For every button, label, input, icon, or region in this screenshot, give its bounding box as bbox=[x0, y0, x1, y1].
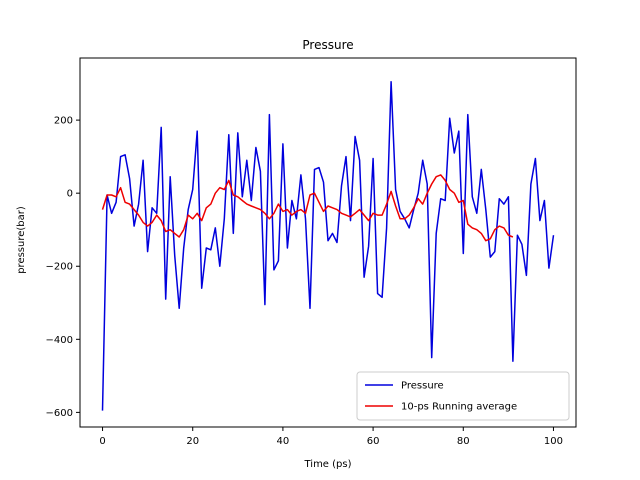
y-tick-label: −200 bbox=[46, 262, 73, 273]
x-tick-label: 80 bbox=[457, 436, 470, 447]
x-tick-label: 0 bbox=[99, 436, 105, 447]
legend-box bbox=[356, 371, 570, 421]
plot-area bbox=[79, 57, 577, 428]
chart-title: Pressure bbox=[302, 38, 353, 52]
x-tick-label: 20 bbox=[186, 436, 199, 447]
legend: Pressure 10-ps Running average bbox=[356, 371, 570, 421]
series-layer bbox=[101, 80, 555, 411]
series-line-running-average bbox=[101, 174, 514, 242]
y-axis-label: pressure(bar) bbox=[16, 206, 27, 274]
series-line-pressure bbox=[101, 80, 555, 411]
x-axis-label: Time (ps) bbox=[303, 459, 351, 470]
x-axis-ticks: 0 20 40 60 80 100 bbox=[99, 427, 563, 447]
y-axis-ticks: −600 −400 −200 0 200 bbox=[46, 116, 80, 419]
x-tick-label: 60 bbox=[367, 436, 380, 447]
legend-entry: 10-ps Running average bbox=[401, 402, 517, 413]
x-tick-label: 40 bbox=[277, 436, 290, 447]
y-tick-label: −400 bbox=[46, 335, 73, 346]
y-tick-label: −600 bbox=[46, 408, 73, 419]
legend-entry: Pressure bbox=[401, 381, 444, 392]
x-tick-label: 100 bbox=[544, 436, 563, 447]
y-tick-label: 200 bbox=[54, 116, 73, 127]
axes-frame bbox=[79, 57, 577, 428]
y-tick-label: 0 bbox=[67, 189, 73, 200]
